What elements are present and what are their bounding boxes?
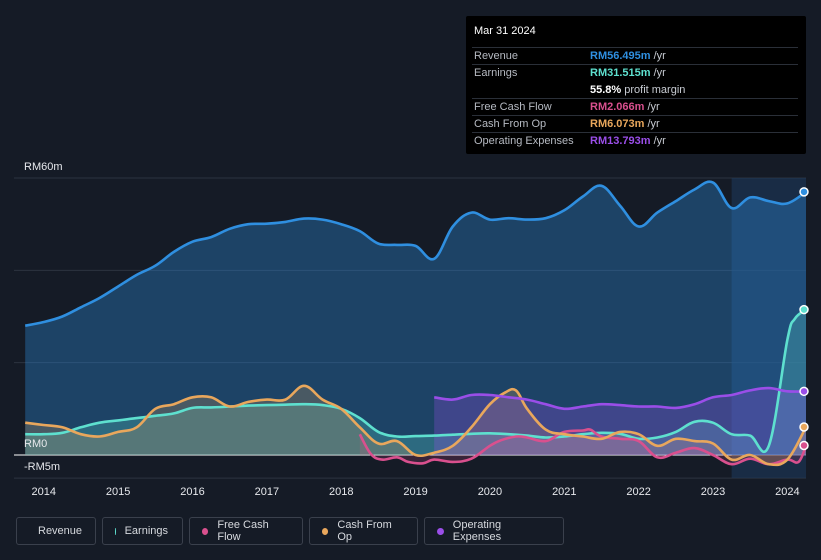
legend-item-revenue[interactable]: Revenue — [16, 517, 96, 545]
data-tooltip: Mar 31 2024 Revenue RM56.495m /yr Earnings… — [466, 16, 806, 154]
legend-dot-icon — [437, 527, 444, 535]
x-tick-label: 2017 — [255, 486, 279, 498]
y-axis-top-label: RM60m — [24, 161, 63, 173]
tooltip-row-label: Free Cash Flow — [474, 101, 552, 113]
tooltip-row: Free Cash Flow RM2.066m /yr — [466, 98, 806, 115]
tooltip-row-label: Cash From Op — [474, 118, 547, 130]
operating-expenses-line — [434, 386, 807, 411]
tooltip-row: Revenue RM56.495m /yr — [466, 47, 806, 64]
tooltip-row-unit: /yr — [644, 101, 660, 113]
cash-from-op-endpoint — [799, 422, 809, 432]
free-cash-flow-area — [359, 429, 806, 465]
legend-label: Earnings — [124, 525, 168, 537]
operating-expenses-endpoint — [799, 386, 809, 397]
x-axis-ticks: 2014 2015 2016 2017 2018 2019 2020 2021 2022 2023… — [32, 486, 800, 498]
legend-label: Operating Expenses — [452, 519, 502, 543]
tooltip-row: Cash From Op RM6.073m /yr — [466, 115, 806, 132]
tooltip-row-unit: /yr — [644, 118, 660, 130]
tooltip-row-label: Revenue — [474, 50, 519, 62]
tooltip-row-unit: profit margin — [621, 84, 686, 96]
legend-label: Revenue — [38, 525, 83, 537]
legend-item-operating-expenses[interactable]: Operating Expenses — [424, 517, 564, 545]
tooltip-row-label: Earnings — [474, 67, 518, 79]
tooltip-row: Operating Expenses RM13.793m /yr — [466, 132, 806, 149]
x-tick-label: 2022 — [626, 486, 650, 498]
tooltip-row-unit: /yr — [650, 135, 666, 147]
tooltip-row: 55.8% profit margin — [466, 81, 806, 98]
tooltip-date: Mar 31 2024 — [474, 25, 536, 37]
legend-dot-icon — [202, 527, 209, 535]
legend-label: Cash From Op — [337, 519, 392, 543]
tooltip-row-value: RM13.793m /yr — [590, 135, 666, 147]
tooltip-separator — [472, 132, 798, 133]
revenue-line — [24, 180, 807, 327]
x-tick-label: 2024 — [775, 486, 799, 498]
revenue-endpoint — [799, 187, 809, 197]
tooltip-row-value: 55.8% profit margin — [590, 84, 686, 96]
tooltip-row-value: RM2.066m /yr — [590, 101, 660, 113]
financial-chart: RM60m RM0 -RM5m 2014 2015 2016 2017 2018 2019… — [14, 161, 809, 498]
tooltip-row-value: RM6.073m /yr — [590, 118, 660, 130]
legend-dot-icon — [322, 527, 329, 535]
tooltip-separator — [472, 64, 798, 65]
free-cash-flow-endpoint — [799, 440, 809, 451]
x-tick-label: 2023 — [701, 486, 725, 498]
legend-item-free-cash-flow[interactable]: Free Cash Flow — [189, 517, 303, 545]
x-tick-label: 2018 — [329, 486, 353, 498]
tooltip-separator — [472, 115, 798, 116]
tooltip-row-label: Operating Expenses — [474, 135, 574, 147]
legend-dot-icon — [115, 527, 116, 535]
x-tick-label: 2016 — [180, 486, 204, 498]
x-tick-label: 2020 — [478, 486, 502, 498]
legend-item-earnings[interactable]: Earnings — [102, 517, 183, 545]
x-tick-label: 2021 — [552, 486, 576, 498]
earnings-area — [25, 309, 806, 455]
earnings-endpoint — [799, 304, 809, 315]
tooltip-row-unit: /yr — [650, 50, 666, 62]
tooltip-separator — [472, 47, 798, 48]
y-axis-bottom-label: -RM5m — [24, 461, 60, 473]
series-lines — [24, 180, 808, 467]
tooltip-row-unit: /yr — [650, 67, 666, 79]
x-tick-label: 2014 — [32, 486, 56, 498]
tooltip-row-value: RM31.515m /yr — [590, 67, 666, 79]
cash-from-op-line — [25, 384, 808, 467]
earnings-line — [25, 308, 807, 454]
y-axis-zero-label: RM0 — [24, 438, 47, 450]
tooltip-row: Earnings RM31.515m /yr — [466, 64, 806, 81]
tooltip-separator — [472, 98, 798, 99]
x-tick-label: 2015 — [106, 486, 130, 498]
series-endpoints — [799, 187, 809, 451]
cash-from-op-area — [25, 385, 806, 465]
x-tick-label: 2019 — [403, 486, 427, 498]
revenue-area — [25, 181, 806, 456]
forecast-highlight-band — [731, 178, 806, 479]
legend-item-cash-from-op[interactable]: Cash From Op — [309, 517, 418, 545]
free-cash-flow-line — [358, 427, 808, 466]
tooltip-row-value: RM56.495m /yr — [590, 50, 666, 62]
legend-label: Free Cash Flow — [217, 519, 269, 543]
